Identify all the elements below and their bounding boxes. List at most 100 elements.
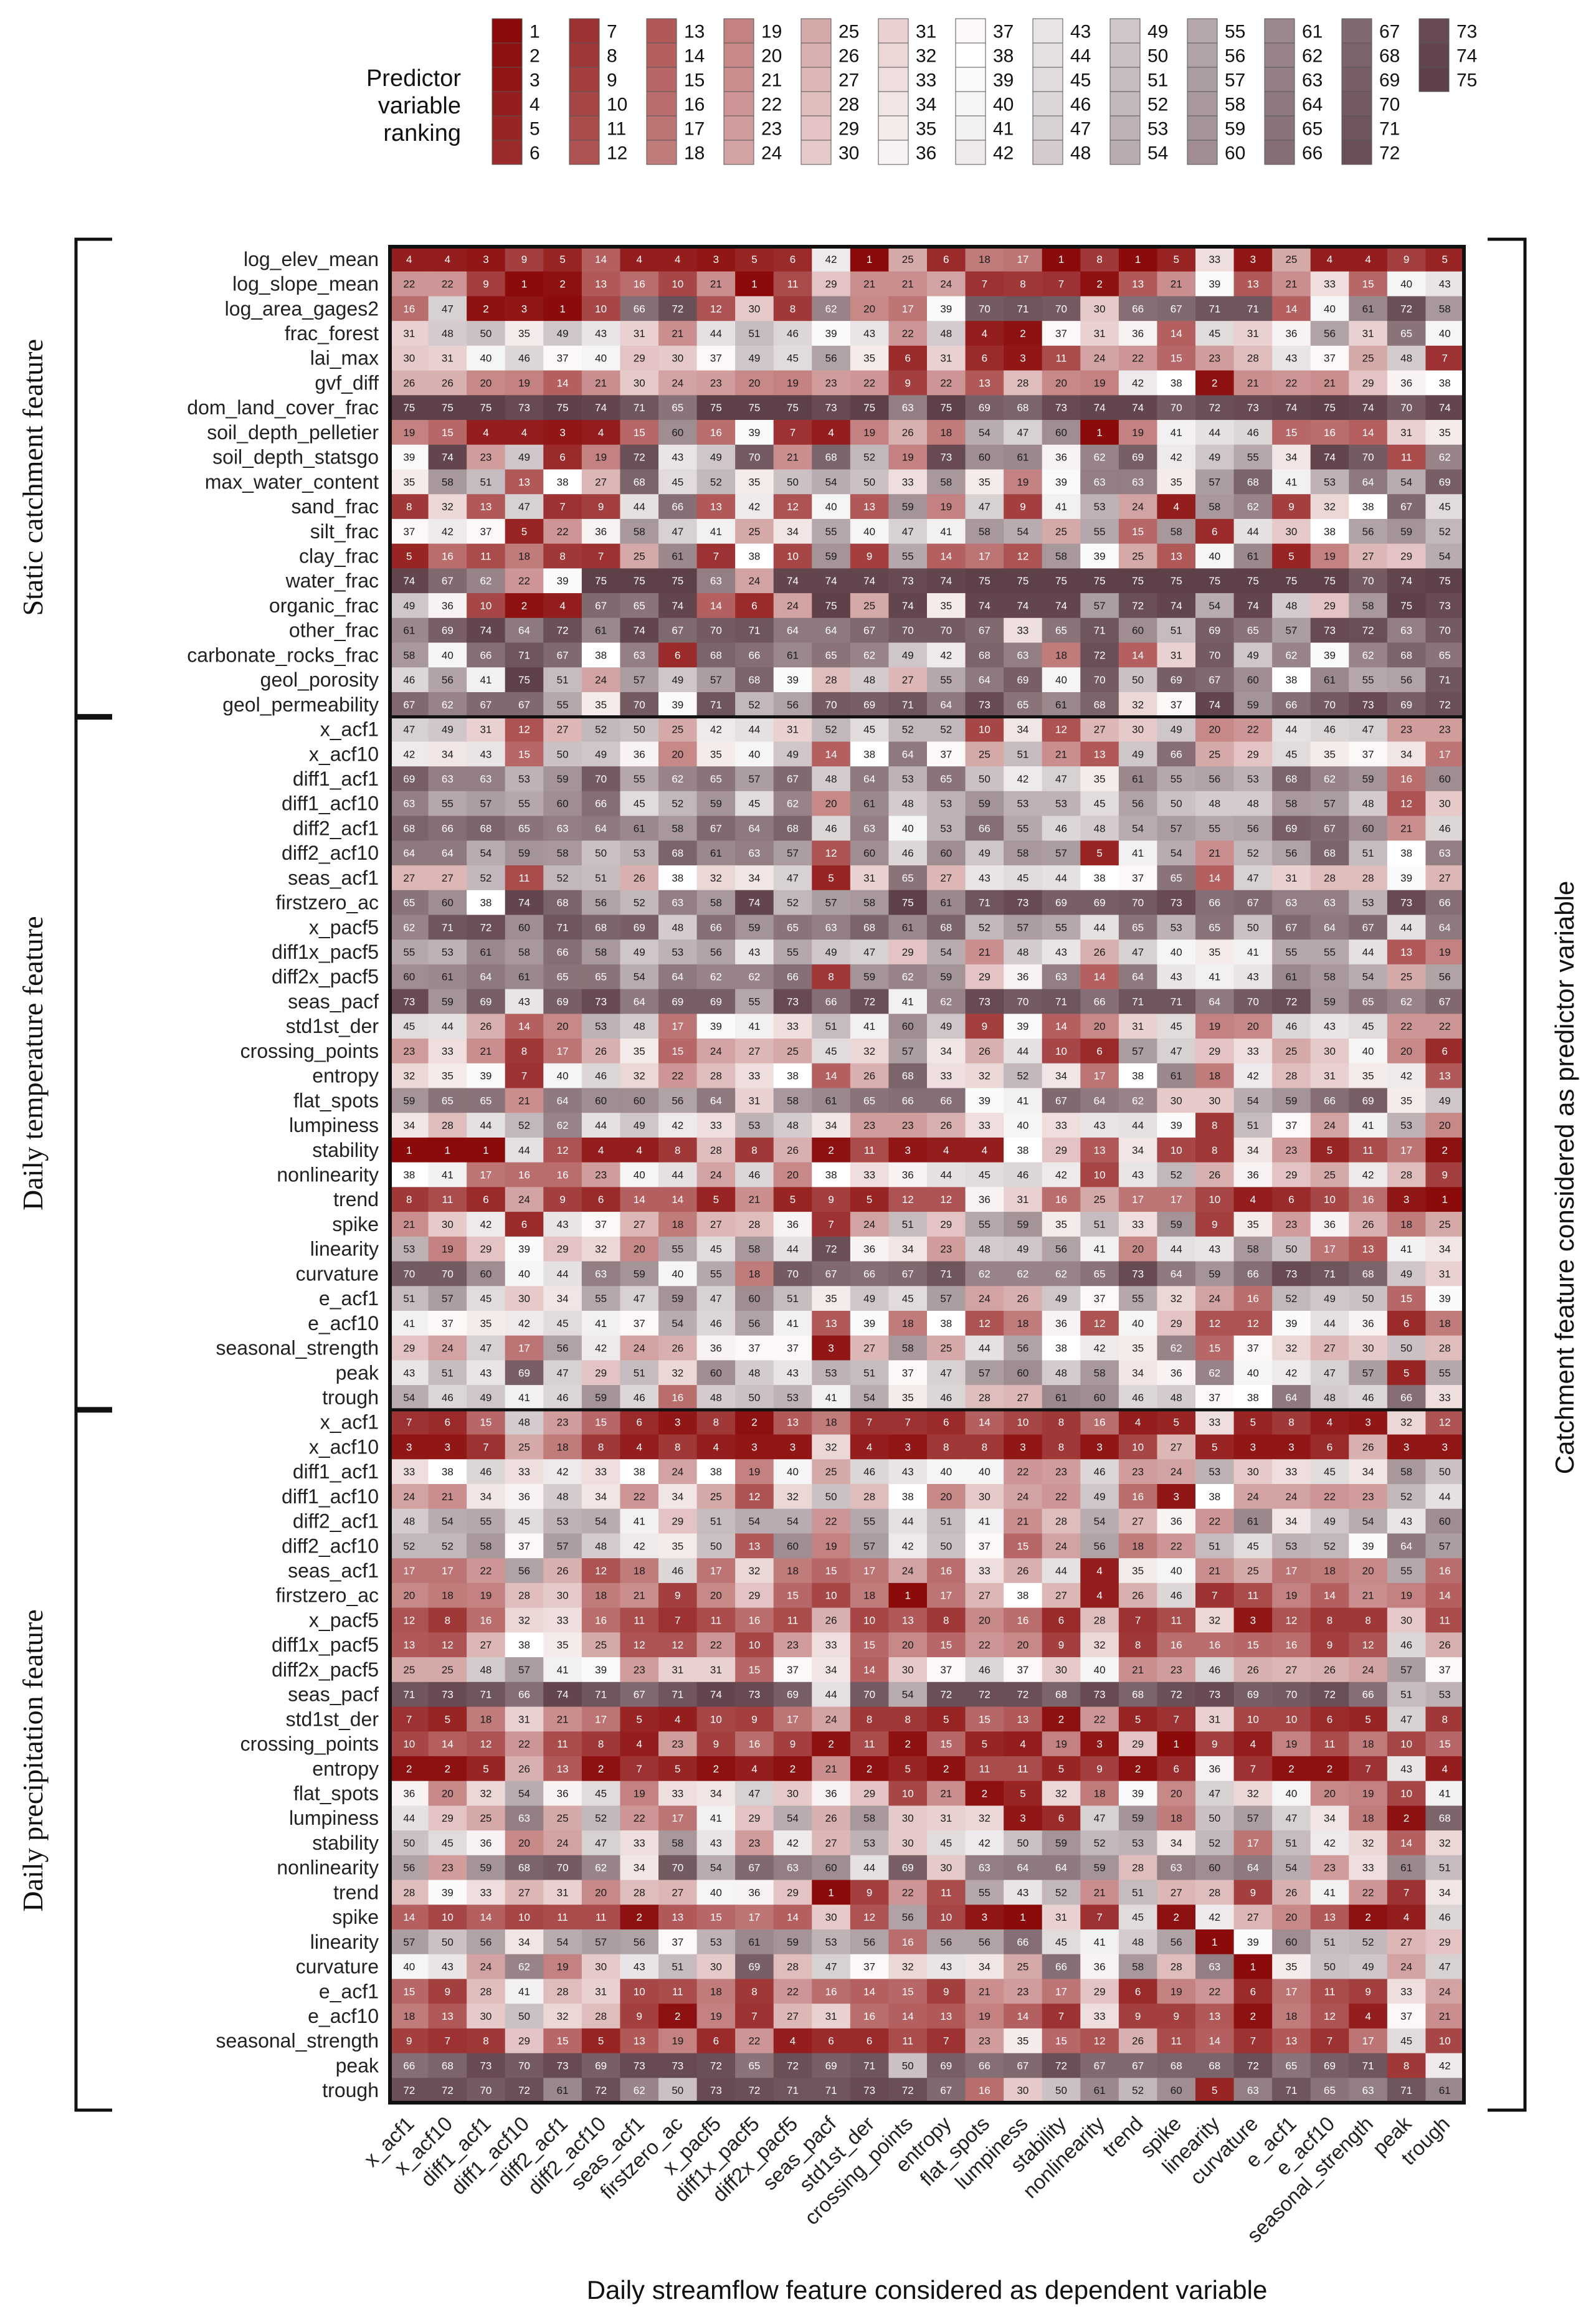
heatmap-cell — [735, 1286, 774, 1311]
heatmap-cell — [696, 1063, 736, 1089]
cell-value: 42 — [1017, 773, 1028, 785]
cell-value: 14 — [1132, 649, 1144, 661]
heatmap-cell — [1387, 692, 1427, 718]
cell-value: 36 — [480, 1837, 492, 1849]
cell-value: 53 — [1324, 476, 1336, 488]
cell-value: 52 — [672, 798, 683, 810]
heatmap-cell — [390, 247, 429, 272]
cell-value: 63 — [1055, 971, 1067, 983]
cell-value: 12 — [979, 1318, 990, 1329]
cell-value: 3 — [559, 427, 565, 439]
heatmap-cell — [1118, 865, 1158, 891]
heatmap-cell — [965, 1063, 1004, 1089]
cell-value: 55 — [1247, 452, 1259, 464]
cell-value: 32 — [1171, 1293, 1182, 1305]
legend-value: 46 — [1070, 95, 1091, 115]
cell-value: 35 — [480, 1318, 492, 1329]
legend-value: 37 — [993, 22, 1014, 42]
legend-swatch — [1341, 91, 1372, 117]
cell-value: 16 — [748, 1738, 760, 1750]
heatmap-cell — [1080, 1014, 1119, 1039]
cell-value: 49 — [748, 353, 760, 364]
cell-value: 23 — [863, 1120, 875, 1131]
cell-value: 41 — [710, 1812, 722, 1824]
cell-value: 3 — [1250, 1614, 1256, 1626]
cell-value: 62 — [1439, 452, 1451, 464]
cell-value: 73 — [979, 996, 990, 1007]
legend-value: 15 — [684, 70, 705, 91]
cell-value: 5 — [1288, 551, 1294, 563]
cell-value: 10 — [442, 1911, 454, 1923]
cell-value: 69 — [1132, 452, 1144, 464]
cell-value: 24 — [748, 575, 760, 587]
heatmap-cell — [505, 543, 544, 569]
cell-value: 68 — [1285, 773, 1297, 785]
cell-value: 63 — [1247, 2085, 1259, 2096]
cell-value: 41 — [1324, 1886, 1336, 1898]
cell-value: 26 — [1285, 1886, 1297, 1898]
heatmap-cell — [658, 247, 698, 272]
cell-value: 64 — [672, 971, 683, 983]
cell-value: 45 — [595, 1788, 607, 1800]
cell-value: 66 — [979, 822, 990, 834]
cell-value: 1 — [905, 1590, 910, 1602]
cell-value: 45 — [1400, 2035, 1412, 2047]
cell-value: 39 — [710, 1020, 722, 1032]
cell-value: 65 — [518, 822, 530, 834]
heatmap-cell — [773, 989, 812, 1014]
heatmap-cell — [1233, 840, 1273, 866]
cell-value: 74 — [672, 600, 683, 612]
cell-value: 28 — [1362, 872, 1374, 884]
row-label: silt_frac — [310, 520, 379, 543]
cell-value: 55 — [403, 946, 415, 958]
cell-value: 69 — [1324, 2060, 1336, 2072]
cell-value: 53 — [403, 1244, 415, 1255]
cell-value: 27 — [1400, 1936, 1412, 1948]
legend-value: 24 — [761, 143, 782, 164]
cell-value: 70 — [518, 2060, 530, 2072]
heatmap-cell — [1310, 617, 1349, 644]
heatmap-cell — [467, 271, 506, 297]
cell-value: 64 — [480, 971, 492, 983]
cell-value: 62 — [825, 303, 837, 315]
heatmap-cell — [543, 1310, 582, 1336]
heatmap-cell — [1233, 1014, 1273, 1039]
heatmap-cell — [1157, 1236, 1196, 1262]
heatmap-cell — [1157, 642, 1196, 668]
cell-value: 1 — [521, 278, 527, 290]
cell-value: 68 — [1132, 1689, 1144, 1701]
cell-value: 46 — [1324, 724, 1336, 736]
cell-value: 6 — [1058, 1614, 1064, 1626]
row-label: diff2x_pacf5 — [272, 1658, 379, 1681]
row-label: frac_forest — [285, 322, 379, 345]
cell-value: 6 — [867, 2035, 872, 2047]
cell-value: 14 — [1362, 427, 1374, 439]
cell-value: 21 — [1400, 822, 1412, 834]
cell-value: 67 — [940, 2085, 952, 2096]
heatmap-cell — [620, 1236, 659, 1262]
legend-value: 40 — [993, 95, 1014, 115]
heatmap-cell — [658, 816, 698, 841]
cell-value: 34 — [1132, 1367, 1144, 1379]
cell-value: 62 — [595, 1862, 607, 1874]
heatmap-cell — [581, 1286, 621, 1311]
cell-value: 41 — [825, 1392, 837, 1404]
cell-value: 14 — [403, 1911, 415, 1923]
heatmap-cell — [390, 964, 429, 990]
heatmap-cell — [927, 1286, 966, 1311]
cell-value: 28 — [1439, 1343, 1451, 1354]
heatmap-cell — [581, 1261, 621, 1287]
heatmap-cell — [1387, 370, 1427, 396]
cell-value: 25 — [1132, 551, 1144, 563]
cell-value: 21 — [442, 1491, 454, 1503]
cell-value: 3 — [1250, 1441, 1256, 1453]
heatmap-cell — [543, 716, 582, 742]
cell-value: 28 — [1171, 1961, 1182, 1973]
heatmap-cell — [1042, 271, 1081, 297]
heatmap-cell — [812, 543, 851, 569]
cell-value: 72 — [518, 2085, 530, 2096]
cell-value: 67 — [1439, 996, 1451, 1007]
cell-value: 17 — [710, 1565, 722, 1577]
heatmap-cell — [1425, 667, 1465, 693]
heatmap-cell — [1004, 964, 1043, 990]
